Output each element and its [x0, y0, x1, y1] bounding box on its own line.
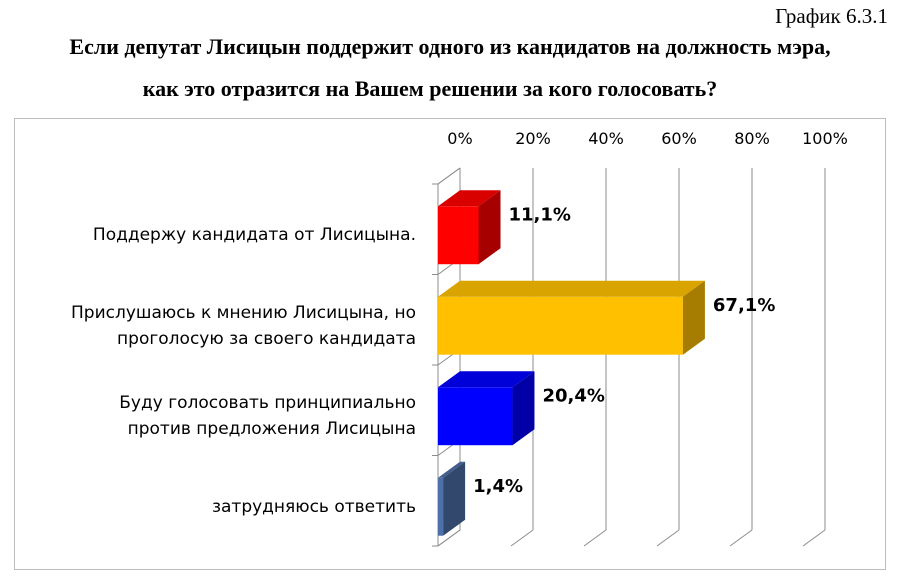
x-tick-label: 0%: [447, 129, 472, 148]
chart-title-line-1: Если депутат Лисицын поддержит одного из…: [69, 34, 831, 59]
data-label: 11,1%: [509, 204, 571, 225]
data-label: 1,4%: [473, 476, 523, 497]
data-label: 67,1%: [713, 295, 775, 316]
category-label: Буду голосовать принципиально против пред…: [119, 390, 416, 442]
x-tick-label: 60%: [661, 129, 697, 148]
bar: [438, 296, 683, 355]
figure-number: График 6.3.1: [775, 4, 888, 28]
chart-title-line-2: как это отразится на Вашем решении за ко…: [142, 76, 718, 101]
bar-top: [438, 190, 501, 207]
bar-side: [682, 280, 705, 355]
floor-gridline: [510, 529, 534, 547]
x-tick-label: 20%: [515, 129, 551, 148]
floor-gridline: [656, 529, 680, 547]
floor-gridline: [583, 529, 607, 547]
category-gridline: [437, 529, 461, 547]
x-tick-label: 100%: [802, 129, 848, 148]
bar: [438, 387, 513, 446]
category-label: затрудняюсь ответить: [212, 494, 416, 520]
category-gridline: [437, 167, 461, 185]
data-label: 20,4%: [542, 385, 604, 406]
bar-top: [438, 461, 466, 478]
bar-side: [512, 371, 535, 446]
floor-gridline: [802, 529, 826, 547]
floor-gridline: [729, 529, 753, 547]
category-label-line: Поддержу кандидата от Лисицына.: [92, 225, 416, 246]
bar-top: [438, 280, 705, 297]
category-label: Прислушаюсь к мнению Лисицына, но проголо…: [71, 300, 416, 352]
bar: [438, 206, 479, 265]
bar-side: [443, 461, 466, 536]
bar-top: [438, 371, 535, 388]
bar-side: [478, 190, 501, 265]
bar: [438, 477, 444, 536]
category-label: Поддержу кандидата от Лисицына.: [93, 222, 416, 248]
x-tick-label: 40%: [588, 129, 624, 148]
category-label-line: Буду голосовать принципиально: [119, 393, 416, 414]
category-label-line: проголосую за своего кандидата: [117, 328, 416, 349]
category-label-line: Прислушаюсь к мнению Лисицына, но: [71, 302, 416, 323]
category-label-line: против предложения Лисицына: [127, 419, 416, 440]
x-tick-label: 80%: [734, 129, 770, 148]
category-label-line: затрудняюсь ответить: [211, 496, 416, 517]
